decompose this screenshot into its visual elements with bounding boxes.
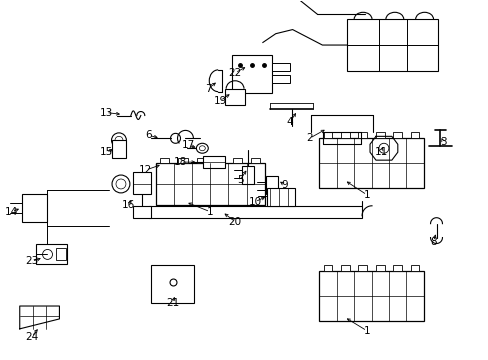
- Bar: [196, 158, 205, 163]
- Text: 9: 9: [281, 180, 287, 190]
- Bar: [341, 132, 349, 138]
- Bar: [112, 140, 126, 158]
- Text: 4: 4: [286, 117, 292, 127]
- FancyBboxPatch shape: [203, 156, 224, 168]
- Text: 1: 1: [363, 326, 369, 336]
- Bar: [155, 163, 264, 205]
- Bar: [410, 132, 418, 138]
- Text: 10: 10: [248, 197, 261, 207]
- Bar: [341, 265, 349, 271]
- Bar: [160, 158, 169, 163]
- Text: 24: 24: [25, 332, 38, 342]
- Text: 2: 2: [305, 133, 312, 143]
- Ellipse shape: [116, 179, 126, 189]
- Text: 23: 23: [25, 256, 38, 266]
- Text: 21: 21: [165, 298, 179, 308]
- Bar: [214, 158, 224, 163]
- Bar: [224, 89, 244, 105]
- Bar: [232, 55, 271, 93]
- Bar: [358, 265, 366, 271]
- Ellipse shape: [111, 133, 126, 148]
- Ellipse shape: [42, 249, 52, 260]
- Bar: [266, 188, 294, 206]
- Bar: [392, 265, 401, 271]
- Bar: [323, 265, 332, 271]
- Text: 22: 22: [228, 68, 241, 78]
- Bar: [323, 132, 332, 138]
- Bar: [392, 132, 401, 138]
- Text: 3: 3: [439, 137, 446, 147]
- Ellipse shape: [112, 175, 130, 193]
- Text: 1: 1: [363, 190, 369, 200]
- Text: 6: 6: [145, 130, 152, 140]
- Bar: [133, 172, 150, 194]
- Bar: [56, 248, 66, 260]
- Bar: [148, 206, 361, 218]
- Bar: [36, 244, 67, 264]
- Ellipse shape: [378, 143, 388, 153]
- Ellipse shape: [199, 146, 205, 151]
- Bar: [133, 206, 150, 218]
- Bar: [265, 176, 277, 194]
- Bar: [319, 138, 423, 188]
- Text: 14: 14: [5, 207, 19, 217]
- Bar: [375, 265, 384, 271]
- Bar: [375, 132, 384, 138]
- Text: 20: 20: [228, 217, 241, 227]
- Bar: [150, 265, 194, 303]
- Text: 5: 5: [236, 175, 243, 185]
- Text: 13: 13: [99, 108, 112, 117]
- Bar: [271, 63, 289, 71]
- Bar: [319, 271, 423, 321]
- Bar: [242, 166, 253, 184]
- Text: 16: 16: [122, 200, 135, 210]
- Text: 12: 12: [139, 165, 152, 175]
- Bar: [21, 194, 46, 222]
- Text: 19: 19: [213, 96, 226, 105]
- Bar: [178, 158, 187, 163]
- Ellipse shape: [196, 143, 208, 153]
- Text: 18: 18: [174, 157, 187, 167]
- Bar: [410, 265, 418, 271]
- Text: 8: 8: [429, 237, 436, 247]
- Bar: [346, 19, 438, 71]
- Bar: [232, 158, 242, 163]
- Bar: [271, 75, 289, 83]
- Text: 7: 7: [204, 84, 211, 94]
- Ellipse shape: [115, 136, 122, 144]
- Bar: [251, 158, 260, 163]
- Text: 15: 15: [99, 147, 112, 157]
- Text: 11: 11: [373, 147, 387, 157]
- Text: 1: 1: [206, 207, 213, 217]
- Text: 17: 17: [182, 140, 195, 150]
- Bar: [358, 132, 366, 138]
